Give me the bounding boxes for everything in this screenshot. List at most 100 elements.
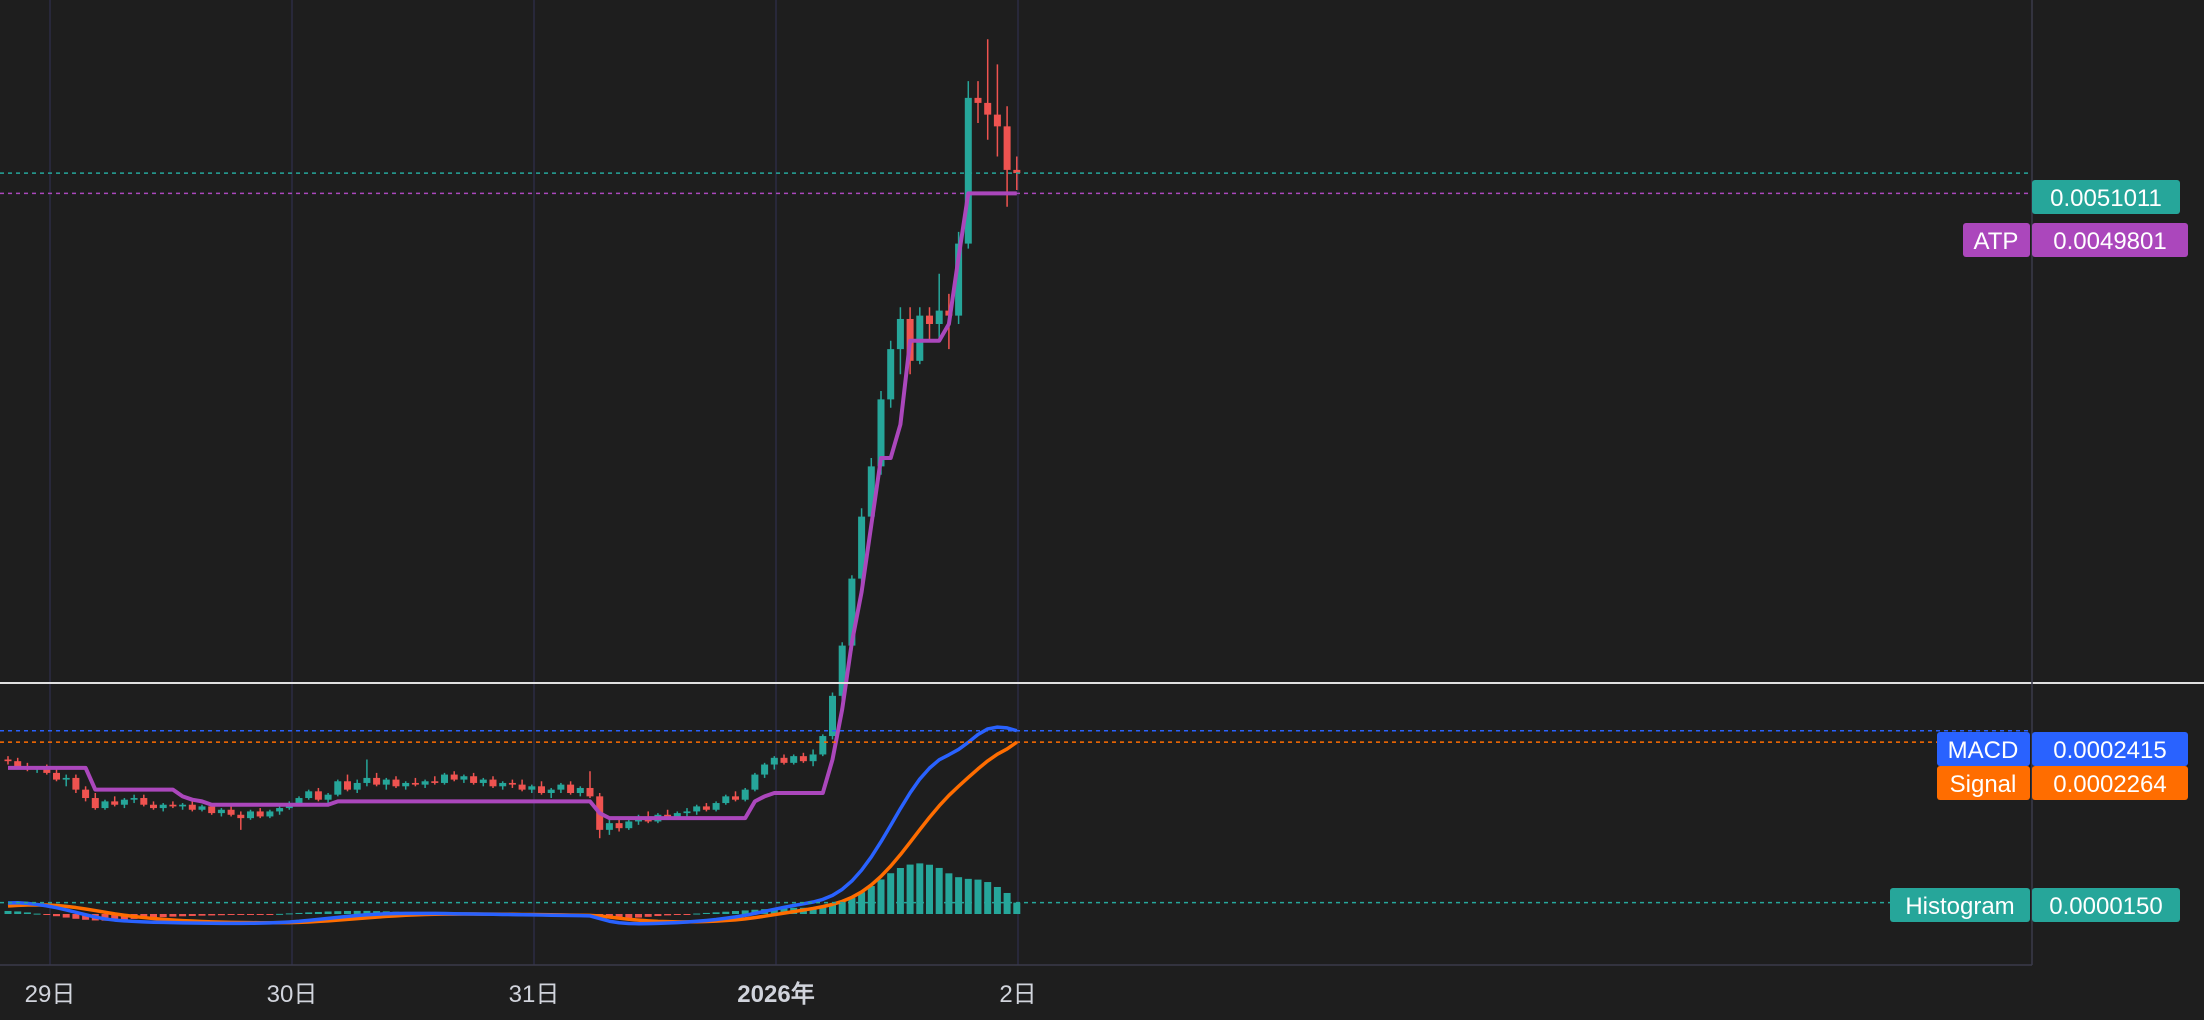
candle: [353, 779, 361, 793]
candle-body: [14, 761, 22, 767]
atp-name-tag: ATP: [1963, 223, 2030, 257]
candle-body: [955, 243, 963, 316]
candle-body: [508, 782, 516, 785]
candle: [373, 772, 381, 787]
time-tick-2026: 2026年: [737, 980, 814, 1008]
candle: [693, 804, 701, 815]
candle-body: [547, 789, 555, 793]
candle-body: [373, 777, 381, 785]
histogram-bar: [23, 912, 31, 914]
histogram-bar: [770, 908, 778, 914]
histogram-bar: [887, 873, 895, 914]
histogram-bar: [819, 906, 827, 914]
candle: [984, 39, 992, 140]
histogram-bar: [712, 912, 720, 914]
histogram-bar: [838, 901, 846, 914]
time-axis[interactable]: 29日 30日 31日 2026年 2日: [25, 980, 1037, 1008]
candle-body: [382, 779, 390, 785]
histogram-bar: [314, 911, 322, 914]
macd-pane[interactable]: [0, 725, 2032, 926]
candle: [528, 784, 536, 793]
candle: [538, 781, 545, 795]
candle: [993, 64, 1001, 157]
histogram-bar: [305, 912, 313, 914]
macd-name: MACD: [1948, 737, 2019, 764]
candle-body: [159, 804, 167, 809]
candle: [276, 806, 284, 815]
signal-value: 0.0002264: [2053, 771, 2166, 798]
candle-body: [586, 787, 594, 797]
histogram-bar: [82, 914, 90, 920]
histogram-bar: [353, 910, 361, 914]
candle: [751, 772, 759, 792]
candle: [896, 307, 904, 375]
signal-name-tag: Signal: [1937, 766, 2030, 800]
candle: [150, 801, 157, 810]
candle-body: [799, 756, 807, 762]
histogram-bar: [208, 914, 216, 916]
atp-value-tag: 0.0049801: [2032, 223, 2188, 257]
candle-body: [441, 774, 448, 783]
candle-body: [402, 782, 410, 787]
candle: [198, 804, 206, 812]
histogram-bar: [266, 914, 274, 915]
candle-body: [431, 781, 439, 783]
price-pane[interactable]: [0, 39, 2032, 839]
candle-body: [712, 803, 720, 810]
histogram-bar: [33, 913, 41, 915]
candle: [790, 754, 798, 765]
candle-body: [916, 315, 924, 361]
candle-body: [266, 811, 274, 817]
candle-body: [702, 806, 710, 810]
histogram-bar: [247, 914, 254, 915]
histogram-value-tag: 0.0000150: [2032, 888, 2180, 922]
histogram-bar: [256, 914, 264, 915]
candle: [974, 81, 982, 123]
candle: [770, 756, 778, 770]
histogram-bar: [644, 914, 652, 917]
candle-body: [964, 97, 972, 244]
histogram-bar: [363, 910, 371, 914]
candle-body: [935, 310, 943, 324]
candle-body: [567, 784, 575, 793]
histogram-bar: [276, 913, 284, 915]
candle: [402, 781, 410, 790]
candle-body: [43, 767, 51, 773]
histogram-bar: [848, 897, 856, 914]
candle: [586, 771, 594, 799]
candle: [411, 777, 419, 787]
candle-body: [179, 804, 187, 807]
histogram-bar: [169, 914, 177, 917]
candle-body: [334, 781, 342, 795]
histogram-bar: [14, 911, 22, 914]
candle-body: [858, 516, 866, 579]
candle-body: [91, 798, 99, 809]
candle: [120, 798, 128, 809]
histogram-bar: [935, 867, 943, 914]
candle-body: [538, 786, 545, 793]
candle: [431, 776, 439, 785]
histogram-bar: [867, 885, 875, 914]
candle-body: [111, 801, 119, 805]
candle-body: [615, 823, 623, 829]
candle: [82, 786, 90, 802]
candle-body: [722, 796, 730, 804]
candle-body: [256, 811, 264, 817]
candle: [508, 779, 516, 788]
candle-body: [353, 782, 361, 790]
histogram-bar: [285, 913, 293, 915]
time-tick-30: 30日: [267, 981, 318, 1008]
candle: [91, 793, 99, 810]
candle: [169, 801, 177, 809]
time-tick-31: 31日: [509, 981, 560, 1008]
candle-body: [324, 794, 332, 800]
time-tick-29: 29日: [25, 981, 76, 1008]
histogram-bar: [217, 914, 225, 916]
candle: [101, 799, 109, 810]
candle: [489, 776, 497, 788]
candle: [4, 756, 12, 765]
candle-body: [237, 814, 245, 819]
candle: [761, 762, 769, 778]
